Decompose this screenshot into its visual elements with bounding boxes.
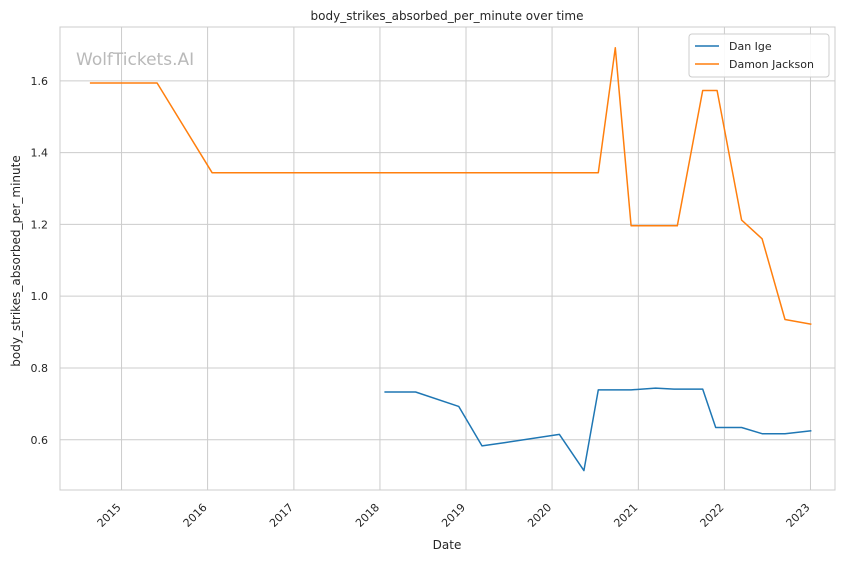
series-line-dan-ige bbox=[384, 387, 812, 472]
x-tick-label: 2022 bbox=[698, 501, 727, 530]
x-tick-label: 2019 bbox=[439, 501, 468, 530]
y-tick-label: 1.4 bbox=[31, 147, 49, 160]
legend-box bbox=[688, 33, 830, 78]
legend-label-damon-jackson: Damon Jackson bbox=[729, 58, 814, 71]
y-tick-label: 1.6 bbox=[31, 75, 49, 88]
x-tick-labels: 2015 2016 2017 2018 2019 2020 2021 2022 2023 bbox=[95, 501, 813, 530]
x-tick-label: 2021 bbox=[611, 501, 640, 530]
series-line-damon-jackson bbox=[89, 47, 812, 325]
y-axis-label: body_strikes_absorbed_per_minute bbox=[9, 155, 23, 366]
x-tick-label: 2023 bbox=[784, 501, 813, 530]
x-axis-label: Date bbox=[433, 538, 462, 552]
x-tick-label: 2016 bbox=[181, 501, 210, 530]
y-tick-label: 0.8 bbox=[31, 362, 49, 375]
y-tick-label: 1.0 bbox=[31, 290, 49, 303]
grid bbox=[60, 27, 835, 490]
x-tick-label: 2020 bbox=[525, 501, 554, 530]
series-lines bbox=[89, 47, 812, 472]
plot-area bbox=[60, 27, 835, 490]
legend: Dan Ige Damon Jackson bbox=[688, 33, 830, 78]
y-tick-label: 0.6 bbox=[31, 434, 49, 447]
y-tick-label: 1.2 bbox=[31, 218, 49, 231]
x-tick-label: 2017 bbox=[267, 501, 296, 530]
plot-frame bbox=[59, 26, 836, 491]
x-tick-label: 2015 bbox=[95, 501, 124, 530]
watermark: WolfTickets.AI bbox=[76, 50, 194, 70]
x-tick-label: 2018 bbox=[353, 501, 382, 530]
y-tick-labels: 0.6 0.8 1.0 1.2 1.4 1.6 bbox=[31, 75, 49, 447]
chart-title: body_strikes_absorbed_per_minute over ti… bbox=[311, 9, 584, 23]
legend-label-dan-ige: Dan Ige bbox=[729, 40, 772, 53]
